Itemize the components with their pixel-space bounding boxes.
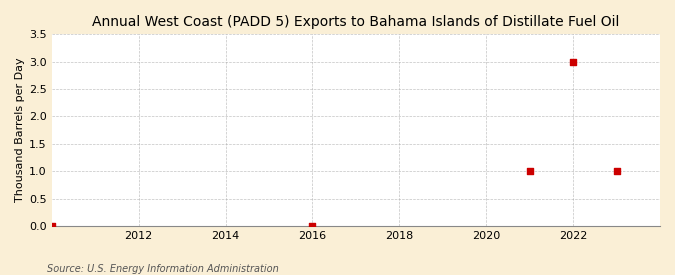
Y-axis label: Thousand Barrels per Day: Thousand Barrels per Day (15, 58, 25, 202)
Point (47, 224, 57, 228)
Title: Annual West Coast (PADD 5) Exports to Bahama Islands of Distillate Fuel Oil: Annual West Coast (PADD 5) Exports to Ba… (92, 15, 620, 29)
Point (611, 169, 622, 173)
Point (307, 224, 318, 228)
Point (568, 59, 578, 64)
Text: Source: U.S. Energy Information Administration: Source: U.S. Energy Information Administ… (47, 264, 279, 274)
Point (524, 169, 535, 173)
